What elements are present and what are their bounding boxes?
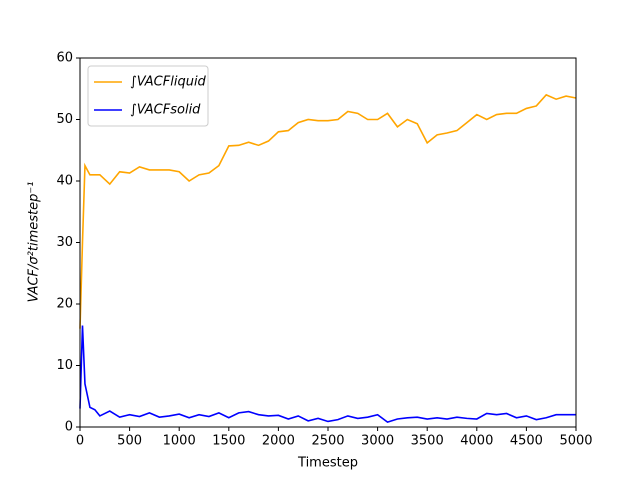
legend-label: ∫VACFliquid — [130, 75, 207, 90]
x-tick-label: 2000 — [262, 434, 295, 449]
x-tick-label: 1500 — [212, 434, 245, 449]
y-tick-label: 30 — [56, 235, 73, 250]
x-tick-label: 0 — [76, 434, 84, 449]
x-tick-label: 500 — [117, 434, 142, 449]
x-tick-label: 2500 — [311, 434, 344, 449]
x-tick-label: 1000 — [163, 434, 196, 449]
y-tick-label: 60 — [56, 51, 73, 66]
y-axis-label: VACF/σ²timestep⁻¹ — [27, 182, 42, 303]
y-tick-label: 0 — [65, 420, 73, 435]
x-axis-label: Timestep — [297, 456, 358, 471]
plot-frame — [79, 57, 577, 428]
x-tick-label: 5000 — [559, 434, 592, 449]
y-tick-label: 20 — [56, 297, 73, 312]
legend-box — [87, 65, 209, 127]
legend-label: ∫VACFsolid — [130, 103, 201, 118]
series-line — [79, 325, 576, 423]
x-tick-label: 4000 — [460, 434, 493, 449]
y-tick-label: 10 — [56, 358, 73, 373]
y-tick-label: 50 — [56, 112, 73, 127]
x-tick-label: 3000 — [361, 434, 394, 449]
series-line — [79, 93, 577, 329]
x-tick-label: 4500 — [510, 434, 543, 449]
x-tick-label: 3500 — [411, 434, 444, 449]
y-tick-label: 40 — [56, 174, 73, 189]
